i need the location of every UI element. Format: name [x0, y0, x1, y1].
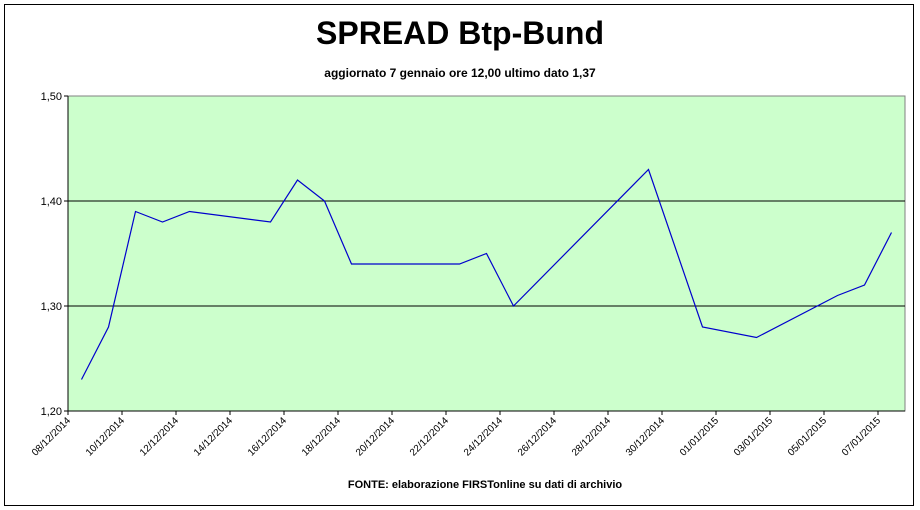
y-tick-label: 1,30 — [41, 301, 62, 313]
data-line — [80, 168, 893, 380]
chart-title: SPREAD Btp-Bund — [316, 15, 604, 51]
y-tick-label: 1,20 — [41, 406, 62, 418]
y-tick-label: 1,40 — [41, 196, 62, 208]
chart-subtitle: aggiornato 7 gennaio ore 12,00 ultimo da… — [324, 66, 596, 80]
source-note: FONTE: elaborazione FIRSTonline su dati … — [348, 479, 622, 491]
y-tick-label: 1,50 — [41, 91, 62, 103]
